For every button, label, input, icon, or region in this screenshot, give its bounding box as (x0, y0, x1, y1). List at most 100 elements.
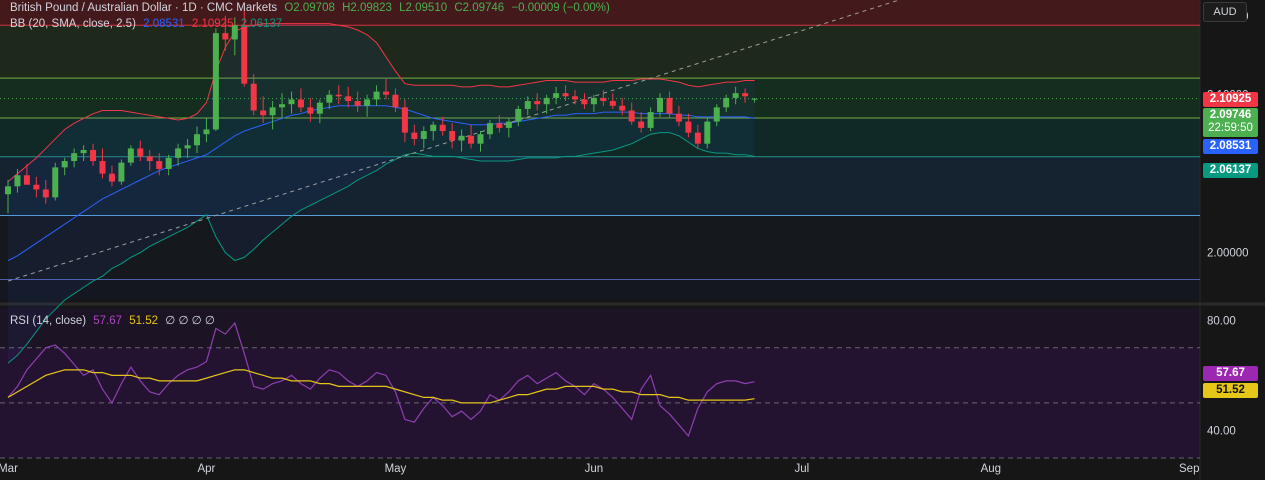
candle (515, 105, 522, 127)
ohlc-change: −0.00009 (−0.00%) (511, 2, 610, 14)
candle (61, 157, 68, 176)
rsi-price-tag: 57.67 (1203, 366, 1258, 381)
ohlc-high: H2.09823 (342, 2, 392, 14)
candle (553, 86, 560, 105)
candle (33, 176, 40, 198)
candle-body (212, 33, 219, 130)
candle-body (127, 148, 134, 163)
candle (307, 97, 314, 122)
upper-band-price-tag: 2.10925 (1203, 92, 1258, 107)
rsi-tick-label: 40.00 (1207, 425, 1236, 437)
candle-body (439, 124, 446, 132)
candle (212, 28, 219, 132)
rsi-legend[interactable]: RSI (14, close) 57.67 51.52 ∅ ∅ ∅ ∅ (10, 313, 219, 327)
candle-body (515, 108, 522, 122)
candle-body (33, 184, 40, 190)
candle-body (260, 110, 267, 116)
time-tick-label: Apr (197, 463, 215, 475)
candle-body (468, 135, 475, 144)
candle (279, 93, 286, 119)
bb-label: BB (20, SMA, close, 2.5) (10, 18, 136, 30)
candle-body (14, 175, 21, 187)
candle (231, 17, 238, 56)
candle-body (316, 102, 323, 114)
candle (638, 112, 645, 133)
candle (468, 124, 475, 149)
candle-body (628, 110, 635, 122)
candle (458, 129, 465, 152)
candle-body (600, 97, 607, 102)
candle-body (401, 107, 408, 133)
candle (675, 105, 682, 127)
last-price-tag: 2.09746 22:59:50 (1203, 108, 1258, 137)
candle-body (619, 105, 626, 111)
candle-body (742, 93, 749, 97)
candle (392, 88, 399, 113)
candle (42, 180, 49, 204)
candle (742, 88, 749, 103)
candle (99, 148, 106, 179)
price-zone-5 (0, 215, 1200, 280)
price-tick-label: 2.00000 (1207, 248, 1249, 260)
candle (137, 140, 144, 162)
candle-body (373, 91, 380, 100)
candle-body (590, 97, 597, 105)
candle (316, 99, 323, 124)
candle-body (553, 93, 560, 98)
candle (600, 90, 607, 106)
bb-lower-value: 2.06137 (240, 18, 283, 30)
candle (543, 94, 550, 114)
price-zone-6 (0, 279, 1200, 300)
bb-upper-value: 2.10925 (191, 18, 234, 30)
candle-body (61, 161, 68, 168)
candle (581, 93, 588, 109)
bar-countdown: 22:59:50 (1208, 122, 1253, 134)
candle (127, 145, 134, 166)
candle-body (392, 94, 399, 108)
candle (732, 86, 739, 105)
rsi-label: RSI (14, close) (10, 315, 87, 327)
time-tick-label: Sep (1179, 463, 1199, 475)
bb-band-fill (8, 23, 755, 364)
price-zone-2 (0, 78, 1200, 118)
candle (383, 78, 389, 100)
candle (297, 88, 304, 113)
candle (250, 74, 257, 116)
candle-body (694, 132, 701, 144)
candle (723, 94, 730, 113)
candle-body (562, 93, 569, 97)
candle-body (666, 97, 673, 114)
bb-legend[interactable]: BB (20, SMA, close, 2.5) 2.08531 2.10925… (10, 18, 286, 30)
time-tick-label: Mar (0, 463, 18, 475)
candle-body (42, 189, 49, 198)
currency-button[interactable]: AUD (1203, 2, 1247, 22)
candle-body (241, 25, 248, 84)
rsi-ma-line (7, 369, 755, 404)
candle-body (638, 121, 645, 128)
candle (5, 180, 11, 214)
candle-body (231, 25, 238, 40)
candle (666, 91, 673, 119)
candle (496, 115, 503, 133)
candle (90, 143, 97, 166)
candle-body (430, 124, 437, 132)
candle-body (184, 145, 191, 149)
candle (562, 85, 569, 102)
candle-body (156, 161, 163, 169)
candle (222, 15, 229, 51)
candle-body (685, 121, 692, 133)
candle (184, 138, 191, 158)
candle (657, 93, 664, 117)
rsi-ma-value: 51.52 (129, 315, 159, 327)
candle (486, 120, 493, 139)
candle-body (420, 131, 427, 139)
candle-body (732, 93, 739, 98)
candle (505, 118, 512, 138)
candle (354, 91, 361, 113)
candle-body (345, 96, 352, 102)
candle-body (194, 134, 200, 146)
candle-body (146, 156, 153, 162)
candle-body (751, 98, 758, 100)
candle (685, 113, 692, 138)
